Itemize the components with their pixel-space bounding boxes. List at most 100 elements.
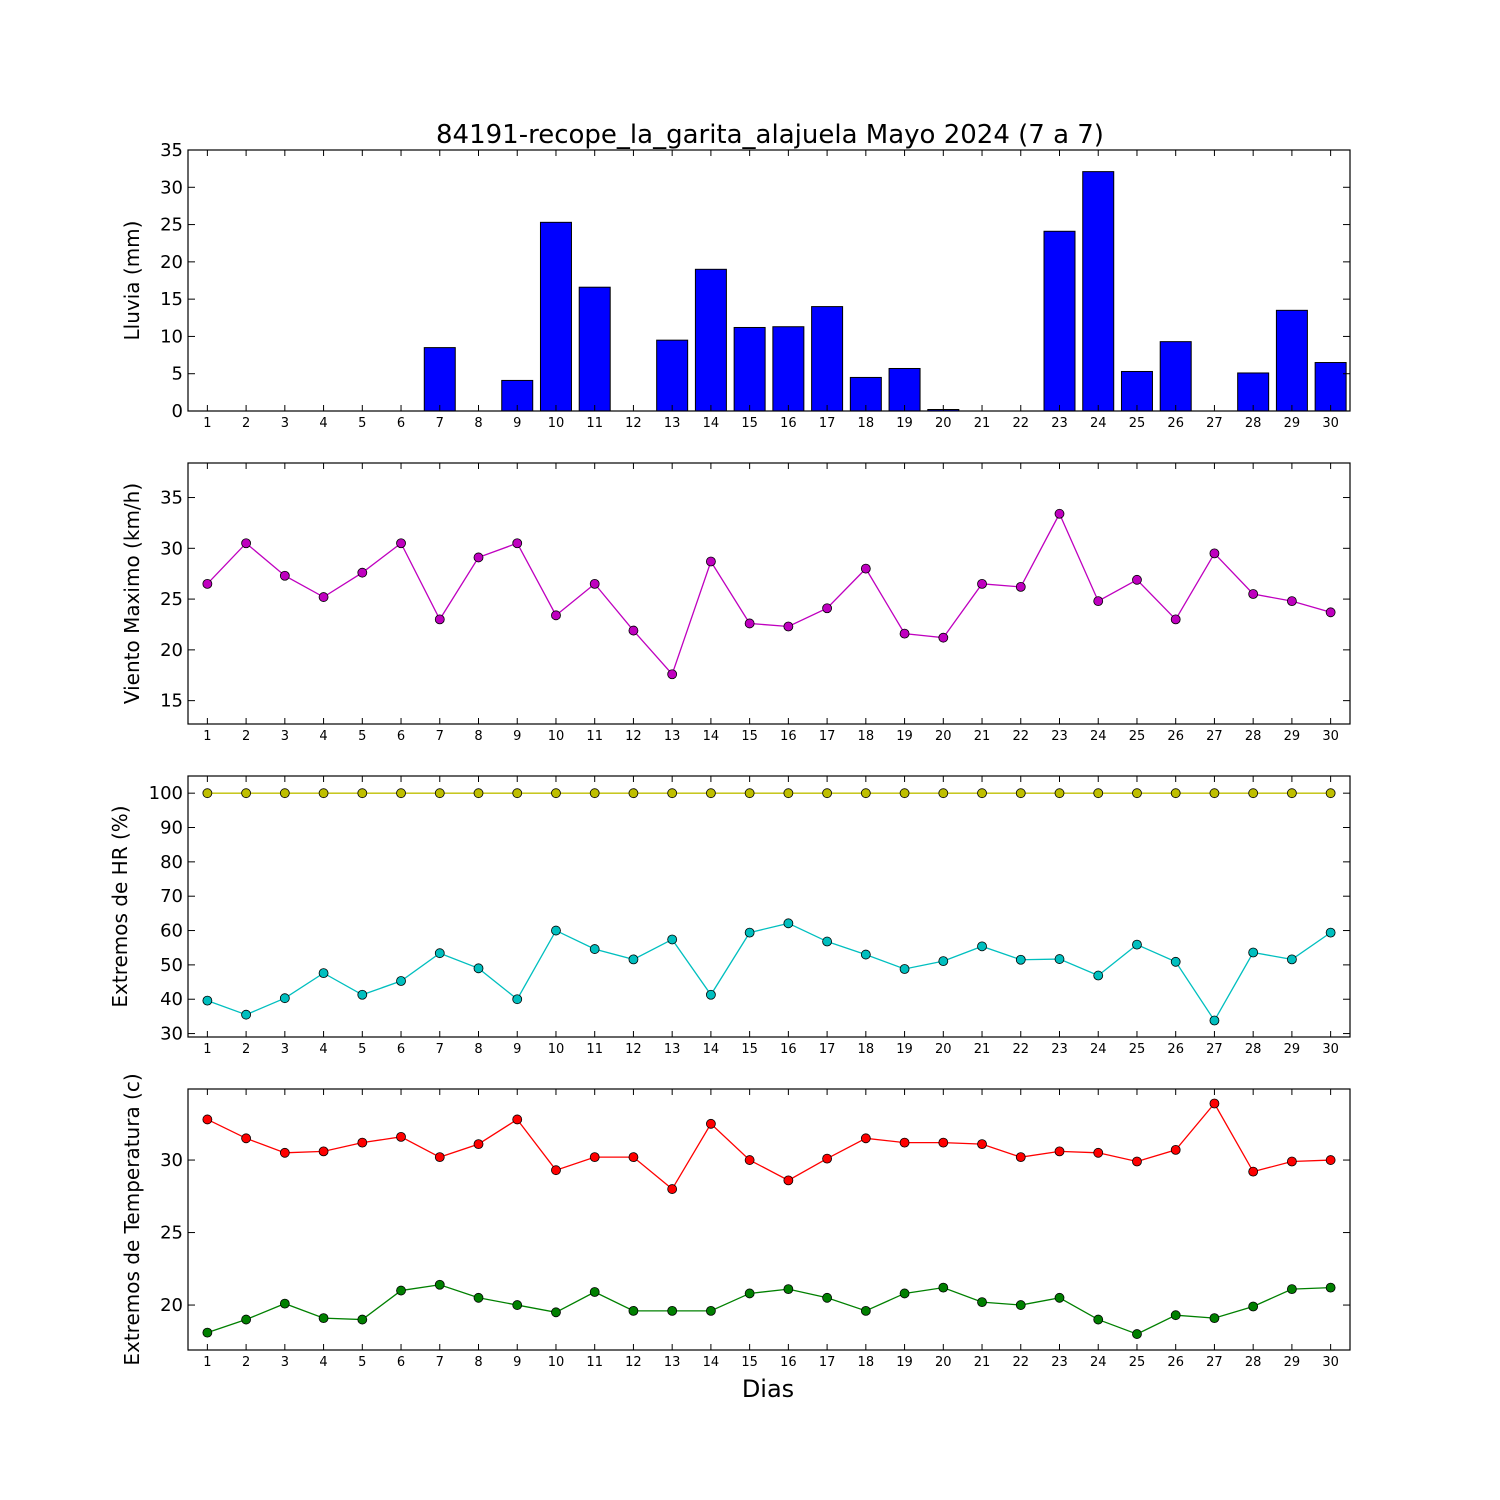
x-tick-label: 18 [858, 1355, 875, 1370]
bar-day-7 [423, 347, 456, 412]
series-1-point-day-4 [318, 1146, 329, 1157]
series-1-point-day-26 [1170, 788, 1181, 799]
series-2-point-day-23 [1054, 1292, 1065, 1303]
x-tick-label: 26 [1167, 1355, 1184, 1370]
x-tick-label: 2 [242, 729, 250, 744]
series-1-point-day-3 [279, 1147, 290, 1158]
y-tick-label: 15 [160, 289, 183, 310]
x-tick-label: 18 [858, 1042, 875, 1057]
series-1-point-day-3 [279, 570, 290, 581]
series-1-point-day-23 [1054, 1146, 1065, 1157]
series-2-point-day-8 [473, 1292, 484, 1303]
series-1-point-day-10 [551, 788, 561, 799]
series-1-point-day-7 [434, 788, 445, 799]
x-tick-label: 1 [203, 416, 211, 431]
series-1-point-day-18 [860, 788, 871, 799]
series-2-point-day-15 [744, 1288, 755, 1299]
bar-day-15 [733, 326, 766, 412]
x-tick-label: 25 [1129, 1042, 1146, 1057]
series-1-point-day-14 [706, 556, 716, 567]
x-tick-label: 20 [935, 1042, 952, 1057]
series-1-point-day-13 [667, 669, 678, 680]
series-2-point-day-1 [202, 995, 213, 1006]
y-tick-label: 20 [160, 1295, 183, 1316]
series-1-point-day-22 [1015, 582, 1026, 592]
series-2-point-day-15 [744, 927, 755, 938]
x-tick-label: 15 [741, 1042, 758, 1057]
series-1-point-day-22 [1015, 1152, 1026, 1163]
y-tick-label: 40 [160, 989, 183, 1010]
y-tick-label: 30 [160, 1150, 183, 1171]
series-1-point-day-10 [551, 1165, 561, 1176]
x-tick-label: 29 [1284, 416, 1301, 431]
series-1-point-day-24 [1093, 1147, 1104, 1158]
series-2-point-day-24 [1093, 1314, 1104, 1325]
series-1-point-day-20 [938, 788, 949, 799]
series-1-point-day-9 [512, 1114, 523, 1125]
x-tick-label: 25 [1129, 729, 1146, 744]
series-2-point-day-17 [822, 936, 832, 947]
bar-day-10 [539, 221, 572, 412]
x-tick-label: 28 [1245, 416, 1262, 431]
x-tick-label: 10 [548, 729, 565, 744]
bar-day-25 [1120, 370, 1153, 412]
plot-frame [187, 462, 1351, 725]
series-1-point-day-7 [434, 1152, 445, 1163]
x-tick-label: 5 [358, 1042, 366, 1057]
series-2-point-day-30 [1325, 1282, 1336, 1293]
x-tick-label: 12 [625, 416, 642, 431]
series-2-point-day-3 [279, 993, 290, 1004]
series-1-point-day-23 [1054, 508, 1065, 519]
series-2-point-day-28 [1248, 947, 1259, 958]
x-tick-label: 5 [358, 416, 366, 431]
x-tick-label: 17 [819, 1355, 836, 1370]
series-1-point-day-6 [396, 538, 406, 549]
y-tick-label: 30 [160, 1024, 183, 1045]
series-1-point-day-2 [241, 1133, 252, 1144]
y-tick-label: 30 [160, 538, 183, 559]
series-1-point-day-27 [1209, 788, 1220, 799]
y-axis-title: Lluvia (mm) [120, 221, 144, 341]
bar-day-16 [772, 326, 805, 412]
series-2-point-day-29 [1287, 1284, 1297, 1294]
x-tick-label: 22 [1012, 1042, 1029, 1057]
series-2-point-day-16 [783, 918, 794, 929]
x-tick-label: 27 [1206, 416, 1223, 431]
y-tick-label: 35 [160, 140, 183, 161]
series-2-point-day-5 [357, 989, 368, 1000]
y-tick-label: 25 [160, 215, 183, 236]
series-2-point-day-21 [977, 941, 987, 952]
x-tick-label: 3 [281, 1042, 289, 1057]
x-tick-label: 14 [703, 1042, 720, 1057]
series-1-point-day-27 [1209, 1098, 1220, 1109]
x-tick-label: 26 [1167, 1042, 1184, 1057]
x-tick-label: 11 [586, 729, 603, 744]
series-2-point-day-29 [1287, 954, 1297, 965]
x-tick-label: 15 [741, 1355, 758, 1370]
series-2-point-day-6 [396, 976, 406, 986]
x-tick-label: 27 [1206, 729, 1223, 744]
x-tick-label: 23 [1051, 1355, 1068, 1370]
series-1-point-day-1 [202, 788, 213, 799]
x-tick-label: 11 [586, 416, 603, 431]
series-2-point-day-30 [1325, 927, 1336, 938]
series-2-point-day-2 [241, 1314, 252, 1325]
x-tick-label: 24 [1090, 416, 1107, 431]
x-tick-label: 10 [548, 1042, 565, 1057]
x-tick-label: 9 [513, 1355, 521, 1370]
series-2-point-day-6 [396, 1285, 406, 1296]
y-tick-label: 90 [160, 818, 183, 839]
series-1-point-day-5 [357, 567, 368, 578]
series-1-point-day-1 [202, 1114, 213, 1125]
series-2-point-day-14 [706, 989, 716, 1000]
series-2-point-day-28 [1248, 1301, 1259, 1312]
x-tick-label: 15 [741, 416, 758, 431]
x-tick-label: 21 [974, 1042, 991, 1057]
x-tick-label: 22 [1012, 416, 1029, 431]
y-tick-label: 30 [160, 177, 183, 198]
series-2-point-day-4 [318, 1313, 329, 1323]
series-1-point-day-8 [473, 788, 484, 799]
series-1-point-day-17 [822, 603, 832, 614]
series-1-point-day-29 [1287, 1156, 1297, 1167]
